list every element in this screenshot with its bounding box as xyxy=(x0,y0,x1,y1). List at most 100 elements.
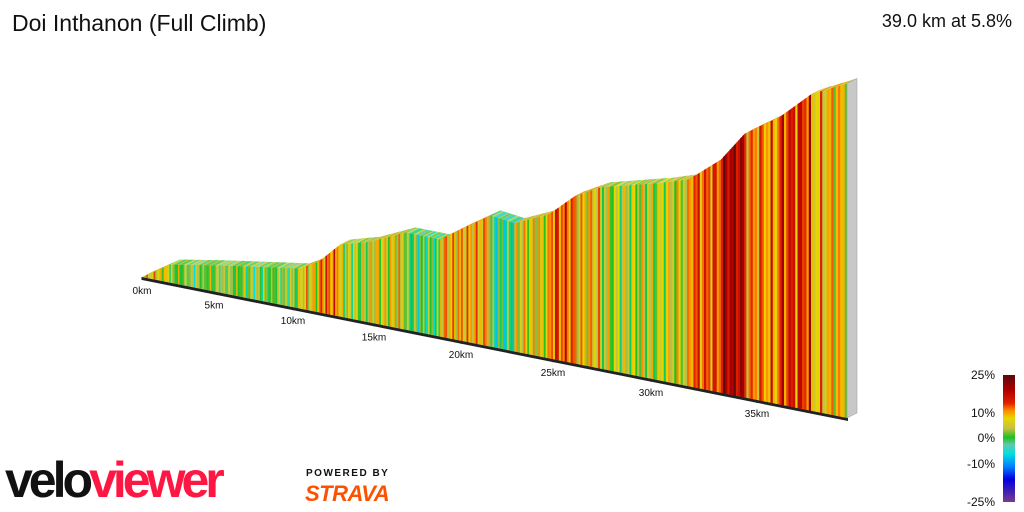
profile-top-surface xyxy=(228,260,241,266)
profile-bar xyxy=(720,157,724,394)
profile-bar xyxy=(283,267,286,306)
profile-top-surface xyxy=(665,176,679,183)
profile-bar xyxy=(508,221,512,351)
profile-bar xyxy=(560,204,564,362)
profile-bar xyxy=(674,180,677,384)
profile-bar xyxy=(400,233,403,329)
profile-bar xyxy=(438,239,441,337)
legend-label-10: 10% xyxy=(970,406,995,420)
profile-bar xyxy=(570,197,574,364)
profile-top-surface xyxy=(218,260,231,266)
profile-bar xyxy=(412,233,415,332)
profile-top-surface xyxy=(245,261,258,267)
profile-bar xyxy=(452,232,455,340)
profile-top-surface xyxy=(247,261,260,267)
profile-bar xyxy=(486,216,490,347)
profile-top-surface xyxy=(670,176,683,182)
legend-label-minus10: -10% xyxy=(966,457,995,471)
profile-bar xyxy=(333,248,336,316)
profile-bar xyxy=(231,265,234,296)
profile-top-surface xyxy=(602,182,615,188)
profile-bar xyxy=(682,179,686,386)
profile-bar xyxy=(427,236,431,335)
strava-logo[interactable]: STRAVA xyxy=(305,481,390,506)
profile-top-surface xyxy=(236,261,249,267)
profile-top-surface xyxy=(420,230,434,236)
profile-bar xyxy=(527,219,530,355)
profile-bar xyxy=(693,175,697,388)
profile-bar xyxy=(396,234,399,329)
profile-bar xyxy=(314,262,317,312)
veloviewer-logo[interactable]: veloviewer xyxy=(5,452,225,508)
profile-top-surface xyxy=(275,262,288,268)
profile-bars xyxy=(142,77,858,421)
profile-top-surface xyxy=(270,262,283,268)
profile-bar xyxy=(294,268,297,308)
profile-bar xyxy=(401,232,405,330)
profile-bar xyxy=(680,179,684,386)
profile-top-surface xyxy=(682,174,696,180)
profile-bar xyxy=(253,266,256,300)
profile-bar xyxy=(274,267,277,304)
profile-bar xyxy=(833,86,837,416)
profile-bar xyxy=(708,165,711,391)
profile-bar xyxy=(639,184,642,377)
x-tick-label: 20km xyxy=(449,350,473,361)
profile-top-surface xyxy=(188,259,201,265)
profile-bar xyxy=(795,103,798,409)
profile-bar xyxy=(434,238,438,336)
profile-bar xyxy=(512,222,515,352)
profile-top-surface xyxy=(199,260,212,266)
profile-top-surface xyxy=(202,260,215,266)
profile-bar xyxy=(277,267,280,305)
profile-top-surface xyxy=(623,180,637,186)
profile-top-surface xyxy=(272,262,285,268)
profile-top-surface xyxy=(510,216,524,223)
profile-bar xyxy=(223,265,226,294)
profile-bar xyxy=(790,107,794,408)
profile-bar xyxy=(592,189,595,368)
profile-top-surface xyxy=(242,261,255,267)
profile-top-surface xyxy=(221,260,234,266)
profile-bar xyxy=(549,212,552,359)
profile-bar xyxy=(558,205,562,361)
profile-bar xyxy=(518,221,521,353)
profile-bar xyxy=(415,234,418,333)
profile-bar xyxy=(566,200,570,363)
profile-bar xyxy=(436,238,439,337)
profile-bar xyxy=(296,268,299,309)
profile-top-surface xyxy=(490,210,503,217)
profile-bar xyxy=(470,223,473,344)
profile-bar xyxy=(269,267,272,303)
profile-top-surface xyxy=(281,262,295,268)
profile-bar xyxy=(341,244,344,318)
profile-top-surface xyxy=(220,260,233,266)
profile-bar xyxy=(572,196,576,364)
profile-bar xyxy=(554,208,558,360)
profile-bar xyxy=(754,127,758,401)
profile-top-surface xyxy=(497,212,511,219)
profile-bar xyxy=(226,265,229,295)
profile-bar xyxy=(842,84,846,418)
profile-top-surface xyxy=(229,260,242,266)
profile-top-surface xyxy=(414,229,427,235)
profile-bar xyxy=(629,184,632,375)
profile-bar xyxy=(811,93,814,412)
profile-bar xyxy=(328,252,331,315)
profile-top-surface xyxy=(175,259,188,265)
profile-bar xyxy=(784,112,787,406)
profile-bar xyxy=(799,100,803,409)
profile-bar xyxy=(357,242,360,321)
profile-bar xyxy=(386,237,389,327)
profile-bar xyxy=(691,176,694,388)
profile-bar xyxy=(635,184,638,377)
profile-top-surface xyxy=(412,228,425,235)
profile-bar xyxy=(661,182,665,382)
profile-top-surface xyxy=(205,260,218,266)
profile-top-surface xyxy=(186,259,199,265)
profile-bar xyxy=(562,203,566,362)
profile-bar xyxy=(367,241,370,323)
profile-bar xyxy=(727,150,730,395)
profile-bar xyxy=(826,88,830,415)
